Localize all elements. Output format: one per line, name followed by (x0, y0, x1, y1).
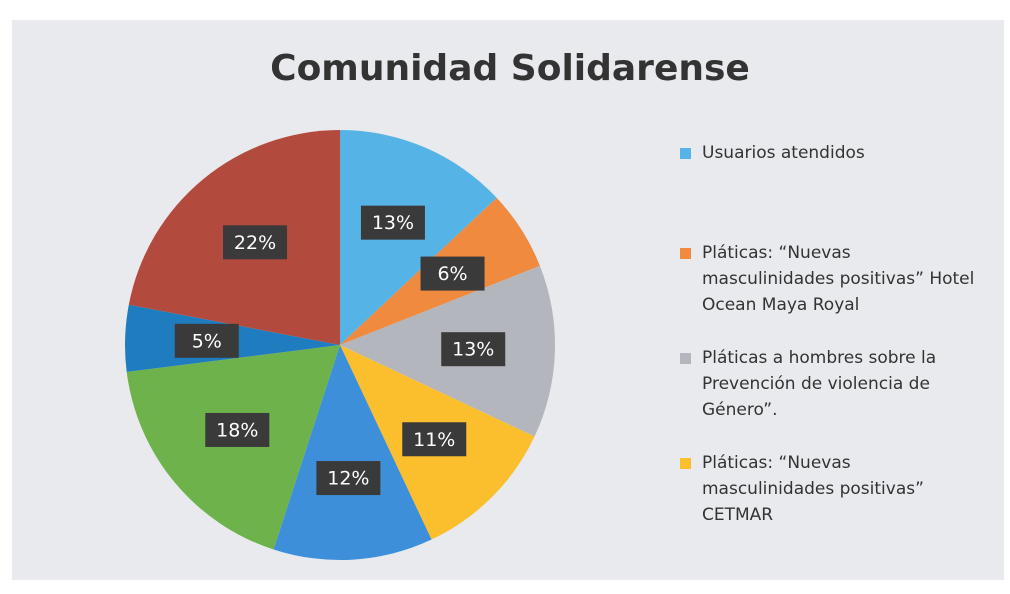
data-label: 13% (372, 212, 414, 234)
legend-label: Pláticas a hombres sobre la Prevención d… (702, 348, 937, 420)
data-label-box (441, 332, 506, 367)
chart-title: Comunidad Solidarense (270, 48, 750, 89)
data-label-box (402, 422, 467, 457)
data-label: 13% (452, 339, 494, 361)
legend-label: Usuarios atendidos (702, 143, 865, 163)
legend-swatch (680, 353, 691, 364)
data-label-box (223, 225, 288, 260)
legend-label: Pláticas: “Nuevas masculinidades positiv… (702, 243, 975, 315)
legend-item: Pláticas: “Nuevas masculinidades positiv… (680, 450, 980, 528)
pie-slice (273, 345, 432, 561)
data-label-box (420, 256, 485, 291)
data-label: 12% (327, 468, 369, 490)
data-label-box (174, 323, 239, 358)
data-label-box (316, 461, 381, 496)
data-label: 5% (192, 330, 222, 352)
legend-item: Pláticas: “Nuevas masculinidades positiv… (680, 240, 980, 318)
data-label: 6% (437, 263, 467, 285)
legend-label: Pláticas: “Nuevas masculinidades positiv… (702, 453, 924, 525)
pie-slice (126, 345, 340, 550)
legend-item: Pláticas a hombres sobre la Prevención d… (680, 345, 980, 423)
legend-swatch (680, 248, 691, 259)
data-label-box (205, 412, 270, 447)
data-label: 22% (234, 232, 276, 254)
data-label-box (360, 205, 425, 240)
legend-swatch (680, 148, 691, 159)
legend-item: Usuarios atendidos (680, 140, 865, 166)
legend-swatch (680, 458, 691, 469)
data-label: 18% (216, 419, 258, 441)
data-label: 11% (413, 429, 455, 451)
